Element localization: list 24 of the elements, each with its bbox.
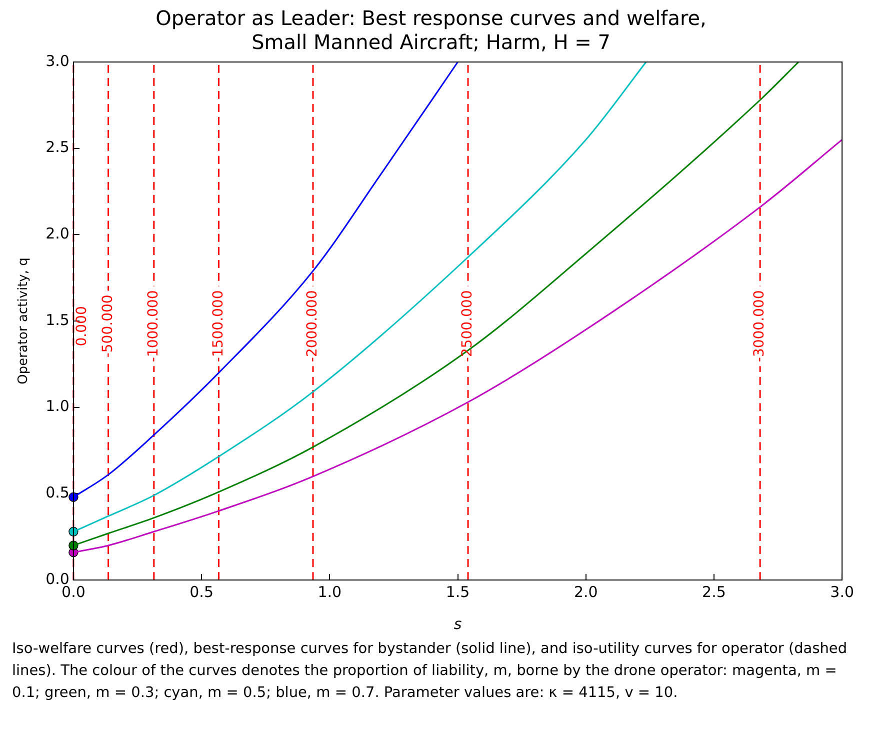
x-tick-label: 1.0 xyxy=(318,582,342,601)
text: -500.000 xyxy=(100,294,116,358)
text: -2500.000 xyxy=(460,290,476,362)
text: -3000.000 xyxy=(752,290,768,362)
x-axis-title: s xyxy=(454,614,462,633)
text: -1000.000 xyxy=(146,290,162,362)
x-tick-label: 2.5 xyxy=(702,582,726,601)
text: -2000.000 xyxy=(304,290,321,362)
text: Small Manned Aircraft; Harm, H = 7 xyxy=(252,30,610,54)
y-tick-label: 2.0 xyxy=(46,224,70,243)
y-tick-label: 0.5 xyxy=(46,484,70,502)
y-axis-title: Operator activity, q xyxy=(16,258,32,384)
y-tick-label: 2.5 xyxy=(46,138,70,156)
text: -1500.000 xyxy=(210,290,226,362)
y-tick-label: 3.0 xyxy=(46,52,70,70)
text: Iso-welfare curves (red), best-response curves for bystander (solid line), and iso-utility curves for operator (dashed lines). The colour of the curves denotes the proportion of liability, m, borne by the drone operator: magenta, m = 0.1; green, m = 0.3; cyan, m = 0.5; blue, m = 0.7. Parameter values are: κ = 4115, v = 10. xyxy=(11,640,848,703)
x-tick-label: 0.5 xyxy=(190,582,214,601)
text: Operator as Leader: Best response curves and welfare, xyxy=(156,6,706,30)
x-tick-label: 2.0 xyxy=(574,582,598,601)
y-tick-label: 1.5 xyxy=(46,310,70,329)
y-tick-label: 1.0 xyxy=(46,397,70,416)
x-tick-label: 3.0 xyxy=(830,582,854,601)
text: 0.000 xyxy=(74,306,90,346)
x-tick-label: 1.5 xyxy=(446,582,470,601)
